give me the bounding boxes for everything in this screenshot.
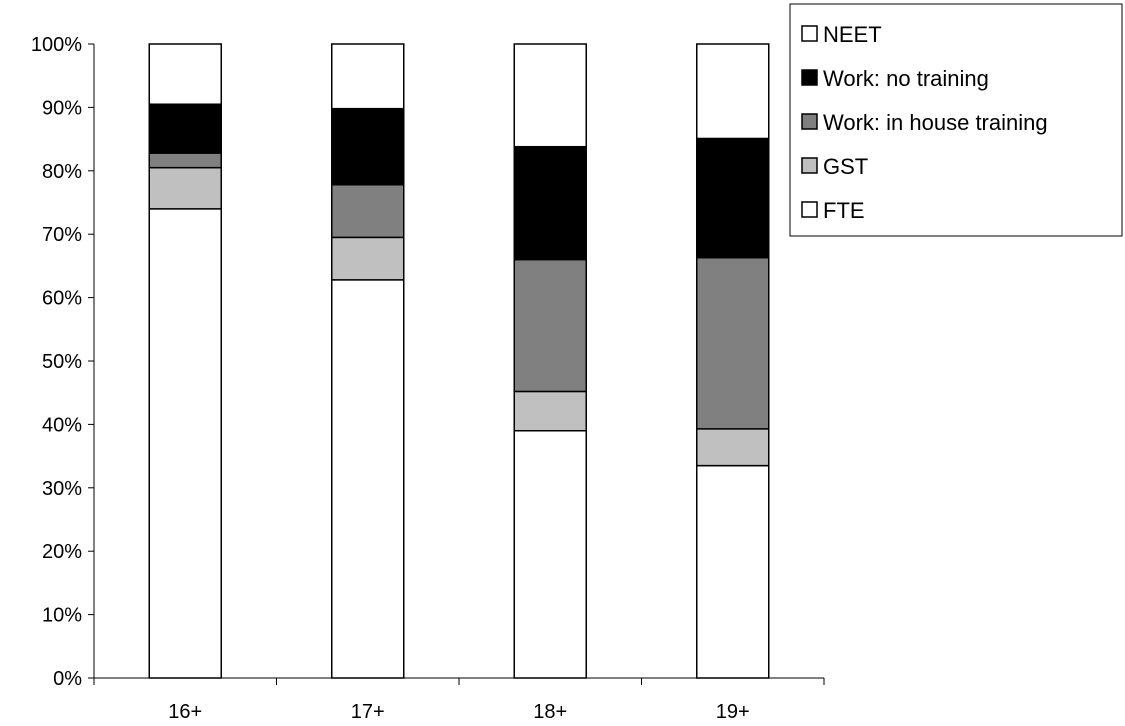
y-tick-label: 10% [42, 605, 82, 627]
bar-segment [513, 429, 587, 679]
legend-label: GST [823, 154, 868, 179]
bar-segment [331, 43, 405, 110]
y-tick-label: 60% [42, 288, 82, 310]
legend-label: Work: no training [823, 66, 989, 91]
y-axis: 0% 10% 20% 30% 40% 50% 60% 70% 80% 90% 100% [31, 34, 95, 690]
bar-segment [331, 107, 405, 186]
legend-swatch [801, 157, 818, 174]
bar-segment [513, 390, 587, 432]
bar-segment [696, 137, 770, 259]
bar-segment [696, 43, 770, 140]
bar-segment [513, 258, 587, 393]
legend-swatch [801, 113, 818, 130]
x-axis: 16+ 17+ 18+ 19+ [93, 677, 825, 723]
legend-swatch [801, 69, 818, 86]
y-tick-label: 80% [42, 161, 82, 183]
legend-swatch [801, 201, 818, 218]
y-tick-label: 20% [42, 541, 82, 563]
bar-segment [331, 236, 405, 281]
y-tick-label: 0% [53, 668, 82, 690]
legend: NEET Work: no training Work: in house trai… [789, 3, 1123, 237]
x-tick-label: 16+ [168, 701, 202, 723]
legend-swatch [801, 25, 818, 42]
x-tick-label: 19+ [716, 701, 750, 723]
bar-segment [696, 256, 770, 430]
legend-label: Work: in house training [823, 110, 1048, 135]
bar-segment [148, 43, 222, 105]
y-tick-label: 50% [42, 351, 82, 373]
bar-segment [148, 208, 222, 679]
bar-segment [513, 43, 587, 148]
bar-segment [148, 166, 222, 210]
y-tick-label: 90% [42, 97, 82, 119]
bar-segment [331, 279, 405, 679]
bar-segment [331, 183, 405, 239]
y-tick-label: 40% [42, 414, 82, 436]
y-tick-label: 30% [42, 478, 82, 500]
y-tick-label: 100% [31, 34, 82, 56]
x-tick-label: 18+ [533, 701, 567, 723]
legend-box [789, 3, 1123, 237]
bar-segment [148, 152, 222, 169]
y-tick-label: 70% [42, 224, 82, 246]
bar-segment [696, 464, 770, 679]
legend-label: FTE [823, 198, 865, 223]
bar-segment [513, 145, 587, 261]
bar-segment [696, 428, 770, 467]
bars [148, 43, 770, 679]
bar-segment [148, 103, 222, 154]
legend-label: NEET [823, 22, 882, 47]
x-tick-label: 17+ [351, 701, 385, 723]
